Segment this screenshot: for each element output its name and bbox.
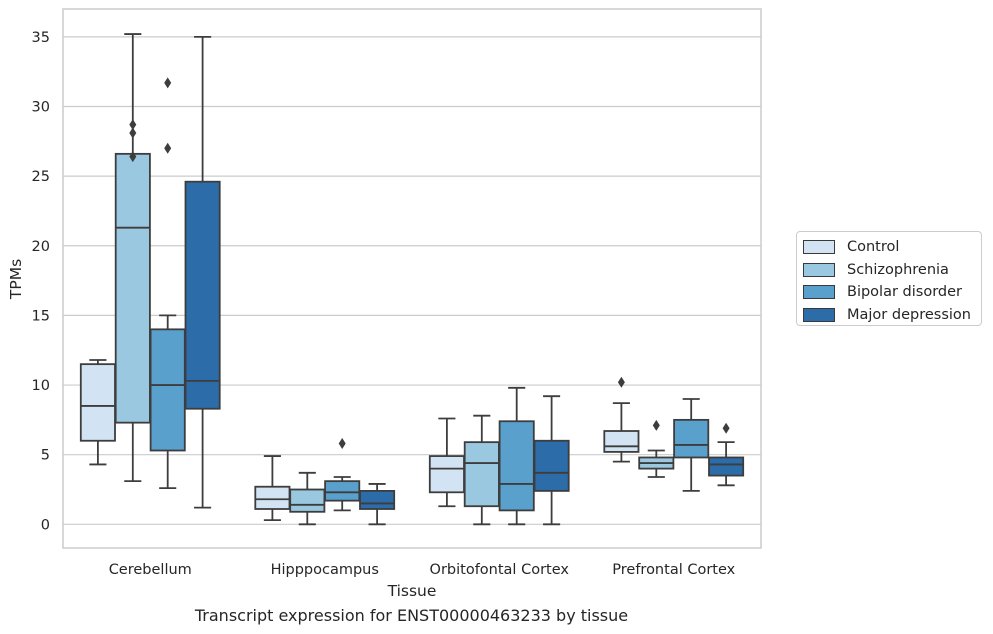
outlier-point (338, 438, 346, 450)
x-tick-label: Hipppocampus (271, 562, 379, 578)
y-tick-labels: 0 5 10 15 20 25 30 35 (32, 30, 50, 533)
box-schizophrenia (289, 471, 326, 526)
legend-label: Bipolar disorder (847, 284, 962, 301)
box-major-depression (184, 35, 221, 509)
box-iqr (289, 488, 326, 513)
x-tick-label: Cerebellum (109, 562, 192, 578)
legend-item: Bipolar disorder (803, 281, 973, 304)
box-iqr (79, 363, 116, 442)
box-iqr (428, 455, 465, 494)
plot-frame (62, 8, 762, 549)
legend-item: Major depression (803, 304, 973, 327)
outlier-point (652, 419, 660, 431)
outlier-point (129, 151, 137, 163)
outlier-point (129, 119, 137, 131)
legend-item: Schizophrenia (803, 259, 973, 282)
x-tick-label: Prefrontal Cortex (612, 562, 735, 578)
legend-label: Schizophrenia (847, 261, 949, 278)
box-iqr (359, 489, 396, 510)
legend-swatch-depression (803, 307, 835, 322)
outlier-point (722, 422, 730, 434)
box-iqr (114, 152, 151, 424)
box-schizophrenia (638, 419, 675, 478)
box-schizophrenia (463, 414, 500, 526)
legend-item: Control (803, 236, 973, 259)
box-iqr (184, 180, 221, 410)
box-iqr (708, 456, 745, 477)
box-control (428, 417, 465, 508)
legend-swatch-bipolar (803, 285, 835, 300)
legend-swatch-control (803, 240, 835, 255)
outlier-point (617, 376, 625, 388)
legend-swatch-schizophrenia (803, 262, 835, 277)
box-bipolar-disorder (673, 398, 710, 492)
box-groups (79, 33, 745, 526)
legend: Control Schizophrenia Bipolar disorder M… (796, 231, 982, 326)
box-iqr (603, 430, 640, 453)
y-tick-label: 20 (32, 239, 50, 255)
x-tick-labels: Cerebellum Hipppocampus Orbitofontal Corte… (109, 562, 736, 578)
box-iqr (324, 480, 361, 502)
outlier-point (129, 127, 137, 139)
box-control (254, 455, 291, 522)
y-tick-label: 35 (32, 30, 50, 46)
x-tick-label: Orbitofontal Cortex (430, 562, 570, 578)
y-tick-label: 5 (41, 448, 50, 464)
y-tick-label: 0 (41, 517, 50, 533)
y-tick-label: 10 (32, 378, 50, 394)
legend-label: Control (847, 239, 900, 256)
box-major-depression (533, 395, 570, 526)
box-bipolar-disorder (498, 386, 535, 526)
box-iqr (673, 418, 710, 459)
y-tick-label: 30 (32, 99, 50, 115)
y-axis-label: TPMs (7, 259, 25, 300)
x-axis-label: Tissue (387, 582, 437, 600)
box-bipolar-disorder (324, 438, 361, 512)
legend-label: Major depression (847, 306, 971, 323)
box-iqr (463, 441, 500, 508)
box-iqr (149, 328, 186, 452)
box-control (79, 359, 116, 466)
y-tick-label: 15 (32, 308, 50, 324)
box-bipolar-disorder (149, 77, 186, 490)
box-iqr (533, 439, 570, 492)
box-control (603, 376, 640, 463)
y-tick-label: 25 (32, 169, 50, 185)
box-major-depression (708, 422, 745, 487)
chart-caption: Transcript expression for ENST0000046323… (194, 606, 629, 625)
outlier-point (164, 142, 172, 154)
outlier-point (164, 77, 172, 89)
box-major-depression (359, 483, 396, 526)
box-iqr (498, 420, 535, 512)
box-schizophrenia (114, 33, 151, 483)
box-iqr (254, 485, 291, 510)
